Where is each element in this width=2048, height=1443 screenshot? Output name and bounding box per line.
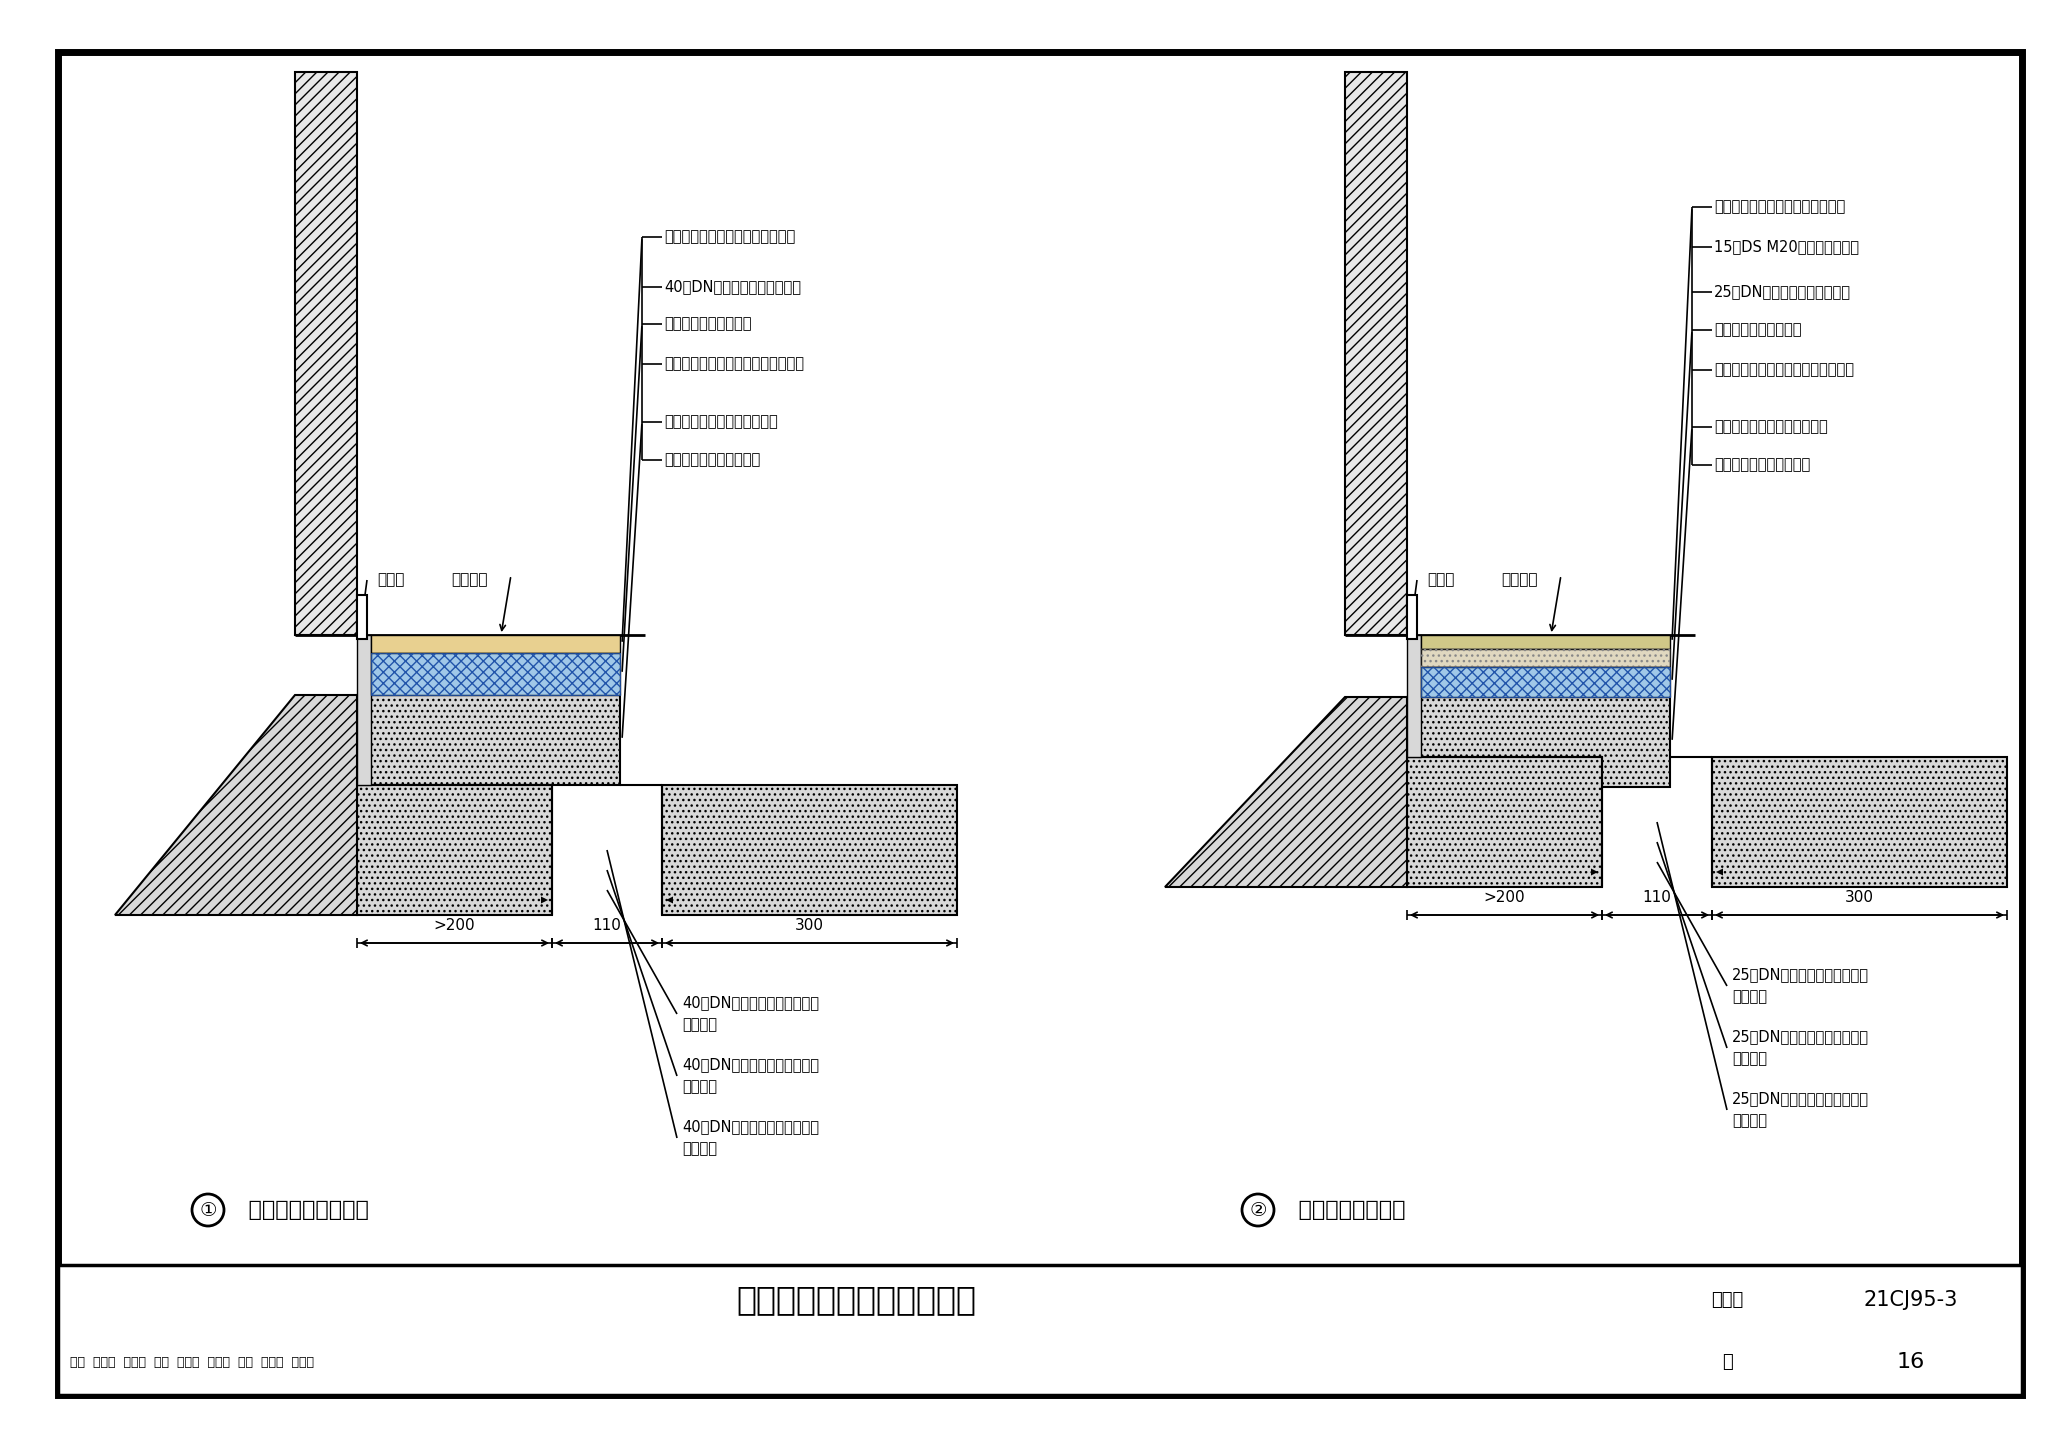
Text: 25厚DN装配式保温隔声地暖板: 25厚DN装配式保温隔声地暖板 bbox=[1733, 1029, 1870, 1045]
Bar bbox=[1407, 595, 1417, 639]
Text: 16: 16 bbox=[1896, 1352, 1925, 1372]
Text: ①: ① bbox=[199, 1201, 217, 1219]
Text: 踢脚线: 踢脚线 bbox=[1427, 573, 1454, 587]
Text: 木地板及底垫（见具体工程设计）: 木地板及底垫（见具体工程设计） bbox=[664, 229, 795, 244]
Text: 300: 300 bbox=[1845, 889, 1874, 905]
Text: 主线模块: 主线模块 bbox=[1733, 1052, 1767, 1066]
Text: 300: 300 bbox=[795, 918, 823, 932]
Text: 15厚DS M20水泥砂浆找平层: 15厚DS M20水泥砂浆找平层 bbox=[1714, 240, 1860, 254]
Text: （内嵌碳纤维发热线）: （内嵌碳纤维发热线） bbox=[1714, 322, 1802, 338]
Text: 40厚DN装配式保温隔声地暖板: 40厚DN装配式保温隔声地暖板 bbox=[682, 1058, 819, 1072]
Text: 地砖及粘结层（见具体工程设计）: 地砖及粘结层（见具体工程设计） bbox=[1714, 199, 1845, 215]
Bar bbox=[1407, 697, 1669, 786]
Text: 端部模块: 端部模块 bbox=[682, 1141, 717, 1156]
Text: 标准模块: 标准模块 bbox=[682, 1017, 717, 1033]
Text: 现浇钢筋混凝土楼板或预制楼: 现浇钢筋混凝土楼板或预制楼 bbox=[1714, 420, 1827, 434]
Bar bbox=[356, 785, 553, 915]
Text: 110: 110 bbox=[1642, 889, 1671, 905]
Polygon shape bbox=[1591, 869, 1597, 876]
Polygon shape bbox=[541, 896, 549, 903]
Text: 110: 110 bbox=[592, 918, 621, 932]
Bar bbox=[356, 635, 371, 785]
Text: 端部模块: 端部模块 bbox=[1733, 1114, 1767, 1128]
Text: 木地板、地砖楼面构造做法: 木地板、地砖楼面构造做法 bbox=[737, 1284, 977, 1316]
Text: 木地板楼面构造做法: 木地板楼面构造做法 bbox=[233, 1201, 369, 1219]
Bar bbox=[295, 72, 356, 635]
Text: 踢脚线: 踢脚线 bbox=[377, 573, 403, 587]
Bar bbox=[1346, 72, 1407, 635]
Text: 填充层随搞随抹（见具体工程设计）: 填充层随搞随抹（见具体工程设计） bbox=[1714, 362, 1853, 378]
Bar bbox=[1407, 635, 1421, 758]
Bar bbox=[371, 635, 621, 654]
Text: （内嵌碳纤维发热线）: （内嵌碳纤维发热线） bbox=[664, 316, 752, 332]
Bar bbox=[1421, 667, 1669, 697]
Text: 25厚DN装配式保温隔声地暖板: 25厚DN装配式保温隔声地暖板 bbox=[1714, 284, 1851, 300]
Bar bbox=[57, 1266, 2021, 1395]
Text: 填充层随搞随抹（见具体工程设计）: 填充层随搞随抹（见具体工程设计） bbox=[664, 356, 805, 371]
Text: 板上现浇叠合层随搞随抹: 板上现浇叠合层随搞随抹 bbox=[664, 453, 760, 468]
Bar bbox=[662, 785, 956, 915]
Text: 25厚DN装配式保温隔声地暖板: 25厚DN装配式保温隔声地暖板 bbox=[1733, 1091, 1870, 1107]
Polygon shape bbox=[666, 896, 674, 903]
Text: ②: ② bbox=[1249, 1201, 1268, 1219]
Text: 楼面标高: 楼面标高 bbox=[451, 573, 487, 587]
Bar bbox=[371, 654, 621, 696]
Bar bbox=[1421, 635, 1669, 649]
Text: 21CJ95-3: 21CJ95-3 bbox=[1864, 1290, 1958, 1310]
Bar bbox=[356, 595, 367, 639]
Text: 图集号: 图集号 bbox=[1712, 1291, 1743, 1309]
Text: 主线模块: 主线模块 bbox=[682, 1079, 717, 1094]
Bar bbox=[1421, 649, 1669, 667]
Text: >200: >200 bbox=[1483, 889, 1526, 905]
Text: 标准模块: 标准模块 bbox=[1733, 990, 1767, 1004]
Bar bbox=[1421, 667, 1669, 697]
Text: 25厚DN装配式保温隔声地暖板: 25厚DN装配式保温隔声地暖板 bbox=[1733, 967, 1870, 983]
Text: >200: >200 bbox=[434, 918, 475, 932]
Polygon shape bbox=[1165, 697, 1407, 887]
Text: 板上现浇叠合层随搞随抹: 板上现浇叠合层随搞随抹 bbox=[1714, 457, 1810, 472]
Bar bbox=[1407, 758, 1602, 887]
Text: 40厚DN装配式保温隔声地暖板: 40厚DN装配式保温隔声地暖板 bbox=[664, 280, 801, 294]
Polygon shape bbox=[1716, 869, 1722, 876]
Text: 楼面标高: 楼面标高 bbox=[1501, 573, 1538, 587]
Bar bbox=[1712, 758, 2007, 887]
Polygon shape bbox=[115, 696, 356, 915]
Text: 页: 页 bbox=[1722, 1354, 1733, 1371]
Bar bbox=[1421, 649, 1669, 667]
Text: 审图  唐海军  石海勇  校对  唐海燕  席海燕  设计  赵文平  赵文平: 审图 唐海军 石海勇 校对 唐海燕 席海燕 设计 赵文平 赵文平 bbox=[70, 1356, 313, 1369]
Text: 40厚DN装配式保温隔声地暖板: 40厚DN装配式保温隔声地暖板 bbox=[682, 1120, 819, 1134]
Text: 现浇钢筋混凝土楼板或预制楼: 现浇钢筋混凝土楼板或预制楼 bbox=[664, 414, 778, 430]
Text: 40厚DN装配式保温隔声地暖板: 40厚DN装配式保温隔声地暖板 bbox=[682, 996, 819, 1010]
Text: 地砖楼面构造做法: 地砖楼面构造做法 bbox=[1282, 1201, 1405, 1219]
Bar bbox=[371, 654, 621, 696]
Bar bbox=[356, 696, 621, 785]
